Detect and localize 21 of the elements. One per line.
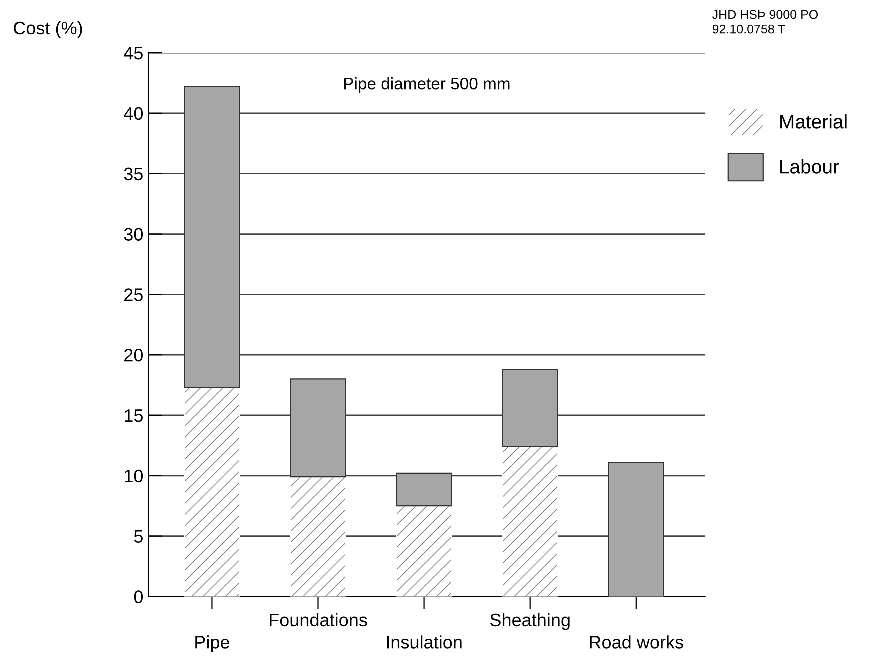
y-tick-label: 35 [124, 168, 143, 181]
text: Pipe diameter 500 mm [344, 78, 510, 94]
x-tick-label: Pipe [196, 636, 230, 652]
y-tick-label: 10 [125, 470, 144, 483]
y-tick-label: 0 [134, 590, 144, 604]
x-tick-label: Foundations [270, 613, 368, 627]
y-tick-label: 40 [124, 107, 144, 120]
legend-label: Labour [780, 160, 840, 174]
y-tick-label: 25 [124, 288, 143, 302]
x-tick-label: Insulation [387, 636, 462, 649]
text: 92.10.0758 T [712, 24, 786, 34]
y-tick-label: 5 [134, 530, 143, 544]
y-tick-label: 20 [124, 349, 144, 362]
x-tick-label: Sheathing [490, 613, 570, 630]
y-axis-title: Cost (%) [14, 21, 82, 38]
y-tick-label: 30 [124, 228, 144, 241]
legend-label: Material [780, 114, 847, 129]
y-tick-label: 45 [124, 47, 143, 60]
y-tick-label: 15 [125, 410, 143, 422]
x-tick-label: Road works [590, 636, 684, 649]
text: JHD HSÞ 9000 PO [712, 10, 818, 20]
